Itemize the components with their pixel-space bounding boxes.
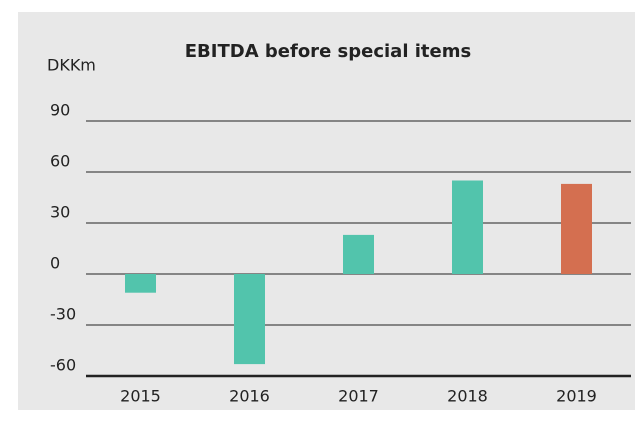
x-tick-label: 2019	[556, 387, 597, 406]
chart-title: EBITDA before special items	[185, 41, 471, 62]
bar	[125, 274, 156, 293]
bar	[343, 234, 374, 274]
y-tick-label: 0	[50, 254, 60, 273]
y-axis-label: DKKm	[47, 56, 96, 75]
bar	[561, 183, 592, 274]
y-tick-label: -30	[50, 305, 76, 324]
chart-background	[18, 12, 635, 410]
y-tick-label: 90	[50, 101, 70, 120]
x-tick-label: 2015	[120, 387, 161, 406]
bar	[234, 274, 265, 365]
y-tick-label: 30	[50, 203, 70, 222]
bar	[452, 180, 483, 274]
x-tick-label: 2016	[229, 387, 270, 406]
x-tick-label: 2018	[447, 387, 488, 406]
y-tick-label: 60	[50, 152, 70, 171]
x-tick-label: 2017	[338, 387, 379, 406]
y-tick-label: -60	[50, 356, 76, 375]
